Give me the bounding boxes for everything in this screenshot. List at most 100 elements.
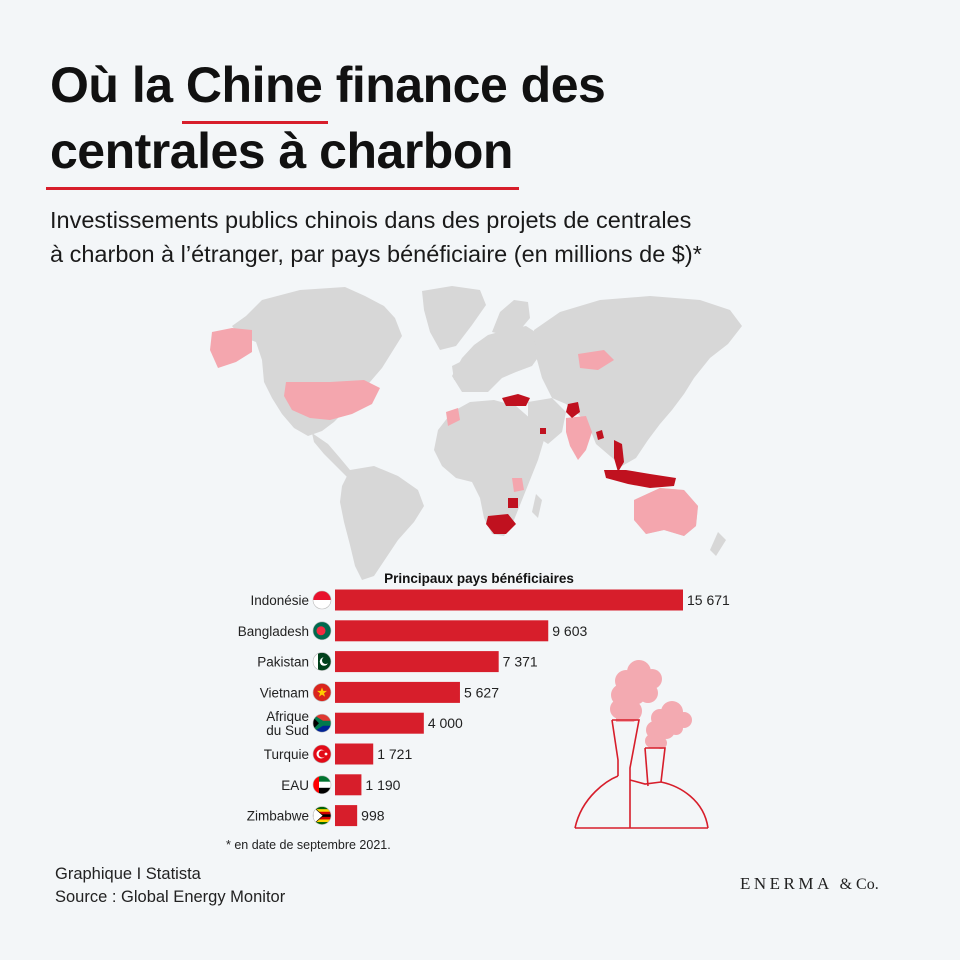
central-america [312, 433, 356, 480]
chart-title: Principaux pays bénéficiaires [384, 571, 574, 586]
usa [284, 380, 380, 420]
value-label: 5 627 [464, 684, 499, 700]
category-label: Zimbabwe [247, 809, 309, 824]
category-label: Bangladesh [238, 624, 309, 639]
bar [335, 651, 499, 673]
bars: Indonésie 15 671 Bangladesh 9 603 Pakistan 7 … [238, 589, 730, 827]
south-africa [486, 514, 516, 534]
flag-star [324, 752, 328, 756]
flag-stripe [313, 819, 331, 823]
bar-row: EAU 1 190 [281, 774, 401, 796]
indonesia-flag-icon-graphic [313, 591, 331, 609]
bangladesh [596, 430, 604, 440]
bangladesh-flag-icon-outline [312, 621, 332, 641]
vietnam-flag-icon-graphic [313, 683, 331, 702]
brand-suffix: & Co. [839, 876, 879, 893]
bar-row: Indonésie 15 671 [250, 589, 730, 611]
south-america [340, 466, 424, 580]
footer: Graphique I Statista Source : Global Ene… [55, 863, 285, 909]
flag-stripe [313, 822, 331, 825]
flag-stripe [313, 809, 331, 813]
zimbabwe-flag-icon-graphic [313, 806, 331, 825]
flag-green [313, 775, 331, 782]
title-line2: centrales à charbon [46, 118, 519, 190]
south-africa-flag-icon-graphic [313, 714, 331, 733]
category-label: du Sud [266, 723, 309, 738]
flag-white [313, 600, 331, 609]
dark-highlighted-countries [486, 394, 676, 534]
flag-red [313, 591, 331, 600]
value-label: 15 671 [687, 592, 730, 608]
value-label: 7 371 [503, 654, 538, 670]
footnote: * en date de septembre 2021. [226, 838, 391, 852]
brand-logo: ENERMA & Co. [740, 874, 879, 894]
category-label: Indonésie [250, 593, 309, 608]
subtitle-line1: Investissements publics chinois dans des… [50, 207, 692, 233]
japan [680, 366, 694, 390]
bar-row: Turquie 1 721 [264, 743, 412, 765]
europe [452, 326, 542, 392]
uae-flag-icon-outline [312, 775, 332, 795]
value-label: 998 [361, 808, 385, 824]
category-label: Afrique [266, 709, 309, 724]
light-highlighted-countries [210, 328, 698, 536]
land-masses [232, 286, 742, 580]
uae-flag-icon-graphic [313, 775, 331, 794]
bar [335, 589, 683, 611]
flag-disc [316, 626, 326, 636]
flag-stripe [313, 816, 331, 820]
category-label: EAU [281, 778, 309, 793]
east-africa [512, 478, 524, 492]
vietnam-flag-icon-outline [312, 683, 332, 702]
india [566, 416, 592, 460]
bar [335, 681, 460, 703]
category-label: Turquie [264, 747, 309, 762]
flag-red [313, 775, 319, 794]
south-africa-flag-icon-outline [312, 713, 332, 733]
pakistan [566, 402, 580, 418]
flag-white [313, 781, 331, 788]
bar [335, 712, 424, 734]
scandinavia [492, 300, 530, 336]
bar [335, 743, 374, 765]
bar [335, 620, 549, 642]
flag-stripe [313, 811, 331, 815]
zimbabwe [508, 498, 518, 508]
flag-blue [313, 723, 331, 733]
flag-stripe [313, 806, 331, 810]
flag-black [313, 717, 319, 730]
footer-line1: Graphique I Statista [55, 865, 201, 883]
title-part1: Où la [50, 57, 186, 113]
flag-triangle [313, 806, 324, 825]
subtitle-line2: à charbon à l’étranger, par pays bénéfic… [50, 241, 702, 267]
bangladesh-flag-icon-graphic [313, 621, 331, 640]
value-label: 4 000 [428, 715, 463, 731]
flag-crescent-cut [322, 656, 330, 665]
power-plant-icon [574, 660, 709, 829]
category-label: Vietnam [260, 685, 309, 700]
pakistan-flag-icon-outline [312, 652, 332, 671]
turkey [502, 394, 530, 406]
indonesia-flag-icon-outline [312, 590, 332, 610]
bar-row: Pakistan 7 371 [257, 651, 538, 673]
flag-white-band [313, 652, 318, 671]
turkey-flag-icon-outline [312, 744, 332, 764]
madagascar [532, 494, 542, 518]
australia-highlight [634, 488, 698, 536]
north-america [232, 287, 402, 436]
footer-source: Source : Global Energy Monitor [55, 888, 286, 906]
flag-green-y [313, 714, 331, 733]
flag-star [317, 687, 327, 697]
brand-name: ENERMA [740, 874, 832, 893]
bar [335, 805, 358, 827]
category-label: Pakistan [257, 655, 309, 670]
flag-red [313, 714, 331, 724]
uk [452, 362, 462, 380]
pakistan-flag-icon-graphic [313, 652, 331, 671]
morocco [446, 408, 460, 426]
flag-crescent-cut [318, 750, 326, 758]
turkey-flag-icon-graphic [313, 745, 331, 763]
vietnam [614, 440, 624, 472]
